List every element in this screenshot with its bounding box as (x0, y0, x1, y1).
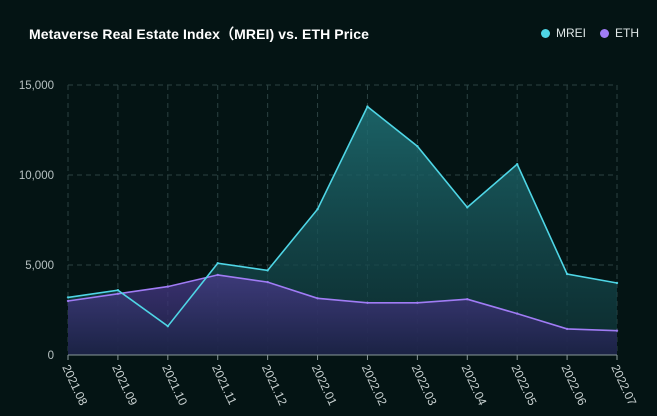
x-tick-label: 2022.04 (459, 362, 490, 408)
chart-legend: MREI ETH (541, 26, 639, 40)
x-tick-label: 2022.01 (309, 362, 340, 408)
point-mrei (466, 206, 469, 209)
y-tick-label: 10,000 (19, 170, 54, 182)
x-tick-label: 2022.02 (359, 362, 390, 408)
point-mrei (416, 145, 419, 148)
chart-title: Metaverse Real Estate Index（MREI) vs. ET… (29, 26, 370, 42)
point-eth (416, 301, 419, 304)
point-mrei (166, 325, 170, 328)
point-mrei (266, 269, 269, 272)
legend-item-eth[interactable]: ETH (600, 26, 639, 40)
point-eth (366, 301, 369, 304)
x-tick-label: 2021.10 (159, 362, 190, 408)
y-tick-label: 0 (48, 350, 54, 362)
point-mrei (515, 163, 519, 166)
legend-label-mrei: MREI (556, 26, 586, 40)
x-tick-label: 2021.09 (109, 362, 140, 408)
x-tick-label: 2022.03 (409, 362, 440, 408)
x-tick-label: 2022.07 (608, 362, 639, 408)
x-tick-label: 2022.06 (558, 362, 589, 408)
point-eth (466, 298, 469, 301)
point-eth (66, 299, 70, 303)
x-tick-label: 2021.08 (59, 362, 90, 408)
point-mrei (615, 281, 619, 285)
legend-dot-eth (600, 28, 609, 38)
legend-item-mrei[interactable]: MREI (541, 26, 586, 40)
legend-label-eth: ETH (615, 26, 639, 40)
x-tick-label: 2021.12 (259, 362, 290, 408)
point-eth (316, 297, 319, 300)
point-mrei (316, 208, 319, 211)
y-tick-label: 5,000 (25, 260, 54, 272)
point-eth (565, 327, 569, 331)
area-eth (68, 274, 617, 355)
legend-dot-mrei (541, 28, 550, 38)
point-eth (116, 292, 120, 295)
point-mrei (66, 296, 70, 299)
point-eth (266, 280, 269, 284)
point-eth (515, 312, 519, 315)
point-eth (166, 285, 170, 288)
point-mrei (116, 289, 120, 292)
point-mrei (565, 272, 569, 276)
line-mrei (67, 105, 618, 328)
point-eth (615, 329, 619, 332)
x-tick-label: 2022.05 (508, 362, 539, 408)
line-eth (67, 274, 618, 332)
point-mrei (366, 105, 369, 108)
x-tick-label: 2021.11 (209, 362, 240, 407)
point-eth (216, 273, 219, 277)
y-tick-label: 15,000 (19, 80, 54, 92)
point-mrei (216, 262, 219, 265)
